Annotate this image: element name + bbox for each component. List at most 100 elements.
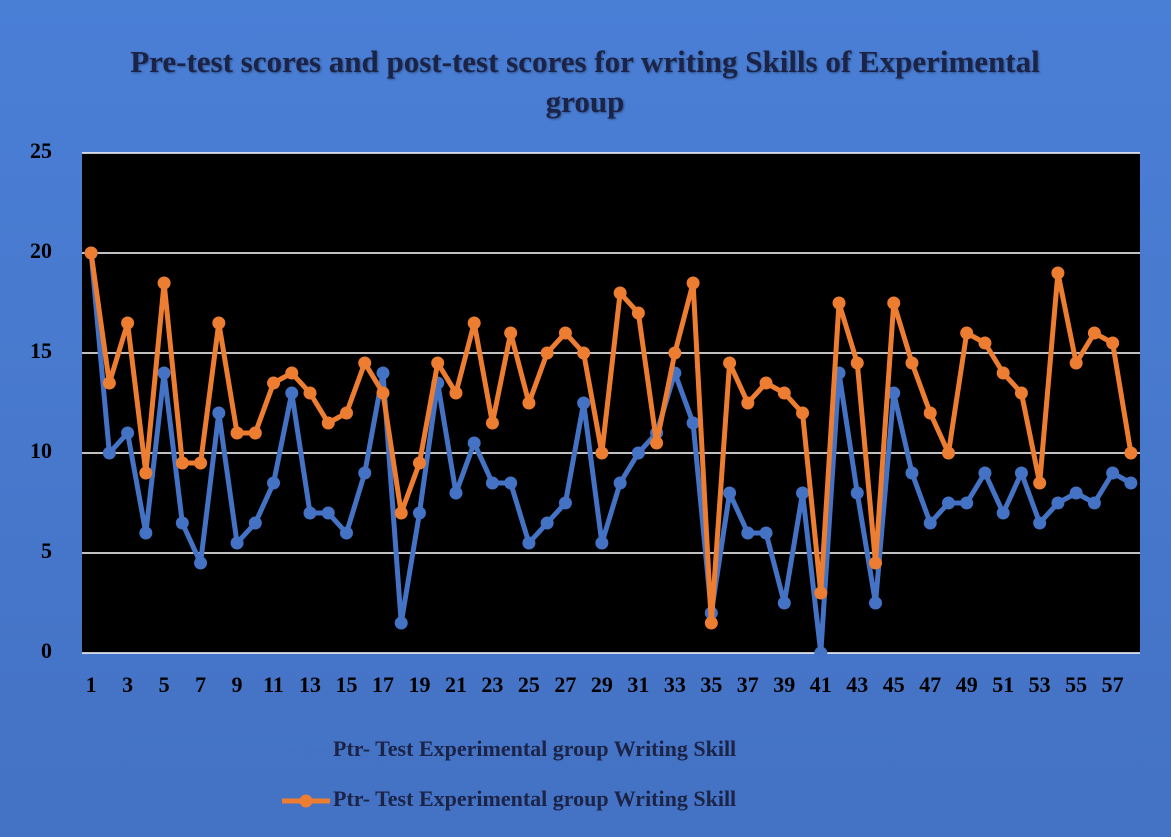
- point: [340, 406, 353, 420]
- x-tick-label: 53: [1029, 672, 1051, 697]
- series-line: [88, 252, 1134, 626]
- x-tick-label: 57: [1102, 672, 1124, 697]
- x-tick-label: 47: [919, 672, 941, 697]
- point: [577, 396, 591, 410]
- point: [704, 616, 718, 630]
- series-line: [88, 252, 1133, 656]
- point: [1106, 336, 1120, 350]
- x-tick-label: 23: [481, 672, 503, 697]
- point: [303, 506, 317, 520]
- x-tick-label: 13: [299, 672, 321, 697]
- point: [613, 286, 627, 300]
- point: [777, 386, 791, 400]
- point: [358, 356, 372, 370]
- x-tick-label: 17: [372, 672, 394, 697]
- point: [1087, 496, 1101, 510]
- point: [1051, 266, 1065, 280]
- point: [595, 446, 609, 460]
- x-tick-label: 51: [992, 672, 1014, 697]
- point: [631, 306, 645, 320]
- point: [960, 326, 974, 340]
- point: [1106, 466, 1120, 480]
- point: [431, 356, 445, 370]
- point: [121, 426, 135, 440]
- x-tick-label: 1: [86, 672, 97, 697]
- legend-marker: [299, 794, 313, 808]
- point: [321, 416, 335, 430]
- x-tick-label: 55: [1065, 672, 1087, 697]
- point: [212, 406, 226, 420]
- point: [157, 276, 171, 290]
- point: [631, 446, 645, 460]
- point: [978, 466, 992, 480]
- point: [175, 456, 189, 470]
- x-tick-label: 7: [195, 672, 206, 697]
- x-tick-label: 39: [773, 672, 795, 697]
- x-tick-label: 37: [737, 672, 759, 697]
- point: [248, 426, 262, 440]
- point: [668, 346, 682, 360]
- point: [1033, 516, 1047, 530]
- point: [285, 386, 299, 400]
- point: [412, 456, 426, 470]
- chart-title: Pre-test scores and post-test scores for…: [130, 44, 1040, 119]
- y-tick-label: 5: [41, 538, 52, 563]
- point: [358, 466, 372, 480]
- point: [1124, 476, 1138, 490]
- point: [869, 556, 882, 570]
- point: [394, 616, 408, 630]
- point: [194, 456, 208, 470]
- point: [376, 366, 390, 380]
- point: [832, 296, 846, 310]
- point: [595, 536, 609, 550]
- point: [157, 366, 171, 380]
- point: [267, 376, 281, 390]
- point: [650, 436, 664, 450]
- point: [941, 446, 955, 460]
- point: [212, 316, 226, 330]
- y-tick-label: 0: [41, 638, 52, 663]
- point: [340, 526, 353, 540]
- point: [923, 406, 937, 420]
- point: [869, 596, 882, 610]
- y-tick-label: 10: [30, 438, 52, 463]
- y-tick-label: 25: [30, 138, 52, 163]
- point: [121, 316, 135, 330]
- point: [1051, 496, 1065, 510]
- x-tick-label: 43: [846, 672, 868, 697]
- point: [449, 386, 463, 400]
- point: [741, 396, 755, 410]
- point: [540, 516, 554, 530]
- point: [285, 366, 299, 380]
- point: [850, 356, 864, 370]
- point: [540, 346, 554, 360]
- x-tick-label: 25: [518, 672, 540, 697]
- point: [139, 526, 153, 540]
- x-tick-label: 9: [232, 672, 243, 697]
- point: [394, 506, 408, 520]
- x-tick-label: 5: [159, 672, 170, 697]
- point: [504, 326, 518, 340]
- point: [723, 486, 737, 500]
- point: [960, 496, 974, 510]
- point: [267, 476, 281, 490]
- point: [485, 416, 499, 430]
- x-tick-label: 33: [664, 672, 686, 697]
- point: [613, 476, 627, 490]
- x-tick-label: 35: [700, 672, 722, 697]
- point: [996, 506, 1010, 520]
- x-tick-label: 41: [810, 672, 832, 697]
- point: [1087, 326, 1101, 340]
- plot-area: [82, 153, 1140, 653]
- point: [1014, 466, 1028, 480]
- point: [558, 496, 572, 510]
- point: [796, 486, 810, 500]
- x-tick-label: 3: [122, 672, 133, 697]
- point: [996, 366, 1010, 380]
- y-tick-label: 20: [30, 238, 52, 263]
- point: [887, 386, 901, 400]
- point: [139, 466, 153, 480]
- point: [321, 506, 335, 520]
- point: [1124, 446, 1138, 460]
